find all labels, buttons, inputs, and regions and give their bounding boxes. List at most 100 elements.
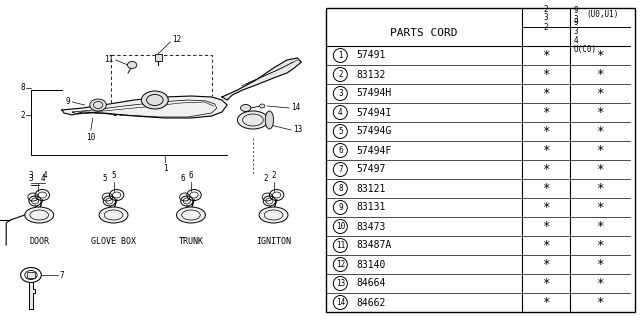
Ellipse shape <box>241 105 251 111</box>
Text: *: * <box>596 68 604 81</box>
Text: 7: 7 <box>60 270 65 279</box>
Text: 8: 8 <box>20 84 25 92</box>
Text: 2: 2 <box>338 70 342 79</box>
Text: 57497: 57497 <box>356 164 386 174</box>
Text: 11: 11 <box>336 241 345 250</box>
Text: 2: 2 <box>20 110 25 119</box>
Text: (U0,U1): (U0,U1) <box>586 10 618 19</box>
Text: *: * <box>596 182 604 195</box>
Text: 57494I: 57494I <box>356 108 392 117</box>
Text: 3: 3 <box>29 174 33 183</box>
Text: 83473: 83473 <box>356 221 386 231</box>
Text: *: * <box>596 49 604 62</box>
Ellipse shape <box>260 104 265 108</box>
Text: 10: 10 <box>86 133 95 142</box>
Text: *: * <box>596 220 604 233</box>
Text: 57491: 57491 <box>356 51 386 60</box>
Text: 6: 6 <box>338 146 342 155</box>
Ellipse shape <box>259 207 288 223</box>
Ellipse shape <box>266 111 273 129</box>
Text: *: * <box>596 201 604 214</box>
Text: TRUNK: TRUNK <box>179 237 204 246</box>
Text: *: * <box>596 125 604 138</box>
Polygon shape <box>222 58 301 100</box>
Text: *: * <box>542 163 550 176</box>
Text: 83131: 83131 <box>356 203 386 212</box>
Text: 2: 2 <box>271 171 276 180</box>
Text: *: * <box>596 277 604 290</box>
Text: GLOVE BOX: GLOVE BOX <box>91 237 136 246</box>
Bar <box>27 272 35 278</box>
Text: 2: 2 <box>263 174 268 183</box>
Text: 11: 11 <box>104 54 113 63</box>
Text: *: * <box>596 239 604 252</box>
Text: 84664: 84664 <box>356 278 386 289</box>
Ellipse shape <box>90 99 106 111</box>
Text: *: * <box>542 144 550 157</box>
Text: 83132: 83132 <box>356 69 386 79</box>
Text: 1: 1 <box>163 164 168 173</box>
Text: *: * <box>542 87 550 100</box>
Text: 2
3
2: 2 3 2 <box>543 4 548 31</box>
Text: 83140: 83140 <box>356 260 386 269</box>
Text: 4: 4 <box>43 171 48 180</box>
Text: 5: 5 <box>103 174 108 183</box>
Text: *: * <box>596 144 604 157</box>
Text: *: * <box>542 49 550 62</box>
Text: 3: 3 <box>29 171 33 180</box>
Text: *: * <box>596 296 604 309</box>
Text: *: * <box>596 258 604 271</box>
Text: 13: 13 <box>293 125 303 134</box>
Text: 12: 12 <box>172 36 182 44</box>
Text: *: * <box>596 87 604 100</box>
Text: 57494G: 57494G <box>356 126 392 137</box>
Text: 6: 6 <box>189 171 193 180</box>
Ellipse shape <box>237 111 268 129</box>
Text: 4: 4 <box>338 108 342 117</box>
Text: 6: 6 <box>180 174 185 183</box>
Text: *: * <box>542 220 550 233</box>
Ellipse shape <box>177 207 205 223</box>
Text: 83487A: 83487A <box>356 241 392 251</box>
Ellipse shape <box>127 61 137 68</box>
Text: 12: 12 <box>336 260 345 269</box>
Text: 14: 14 <box>336 298 345 307</box>
Text: IGNITON: IGNITON <box>256 237 291 246</box>
Bar <box>111 55 212 115</box>
Text: 57494F: 57494F <box>356 146 392 156</box>
Ellipse shape <box>99 207 128 223</box>
Text: 8: 8 <box>338 184 342 193</box>
Ellipse shape <box>25 207 54 223</box>
Text: *: * <box>542 201 550 214</box>
Text: *: * <box>542 68 550 81</box>
Text: 9
3: 9 3 <box>574 6 579 24</box>
Text: *: * <box>542 258 550 271</box>
Text: 7: 7 <box>338 165 342 174</box>
Polygon shape <box>29 282 35 309</box>
Text: 4: 4 <box>41 174 45 183</box>
Text: 9: 9 <box>338 203 342 212</box>
Text: 83121: 83121 <box>356 183 386 194</box>
Text: 5: 5 <box>111 171 116 180</box>
Text: PARTS CORD: PARTS CORD <box>390 28 457 38</box>
Text: *: * <box>542 106 550 119</box>
Text: *: * <box>596 106 604 119</box>
Polygon shape <box>62 96 227 118</box>
Text: *: * <box>542 277 550 290</box>
Text: *: * <box>542 182 550 195</box>
Text: 1: 1 <box>338 51 342 60</box>
Text: 5: 5 <box>338 127 342 136</box>
Text: 9
3
4
U(C0): 9 3 4 U(C0) <box>574 18 597 54</box>
Ellipse shape <box>141 91 168 109</box>
Text: 84662: 84662 <box>356 298 386 308</box>
Text: DOOR: DOOR <box>29 237 49 246</box>
Text: *: * <box>596 163 604 176</box>
Bar <box>155 54 162 61</box>
Text: 57494H: 57494H <box>356 89 392 99</box>
Text: *: * <box>542 125 550 138</box>
Text: *: * <box>542 296 550 309</box>
Text: 14: 14 <box>291 102 300 111</box>
Text: 13: 13 <box>336 279 345 288</box>
Text: 9: 9 <box>65 97 70 106</box>
Text: *: * <box>542 239 550 252</box>
